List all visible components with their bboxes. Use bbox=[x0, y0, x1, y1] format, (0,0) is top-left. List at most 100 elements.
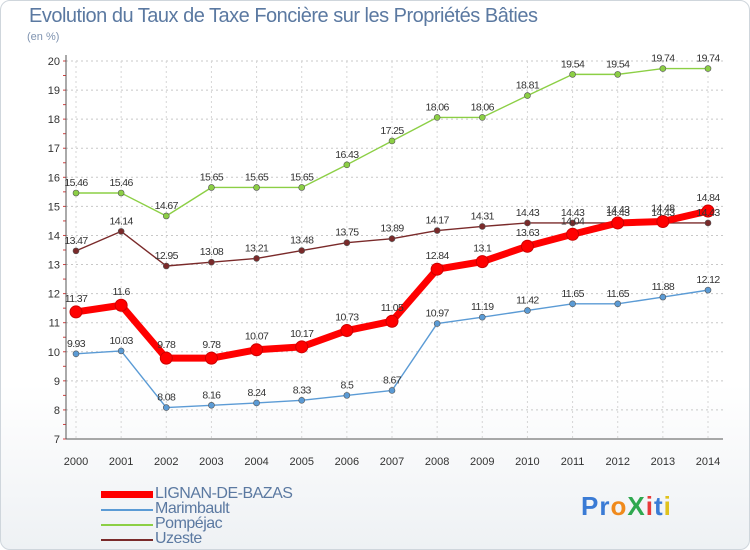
data-label: 14.43 bbox=[606, 207, 630, 219]
logo-letter: o bbox=[610, 491, 628, 521]
data-point bbox=[524, 219, 531, 227]
data-point bbox=[343, 161, 351, 169]
data-label: 19.74 bbox=[651, 53, 675, 65]
y-tick-label: 12 bbox=[48, 289, 60, 301]
data-point bbox=[704, 286, 712, 294]
data-point bbox=[520, 239, 534, 253]
x-tick-label: 2003 bbox=[199, 456, 223, 468]
legend-swatch bbox=[101, 491, 153, 498]
data-label: 11.05 bbox=[381, 302, 404, 314]
data-labels: 9.93 10.03 8.08 8.16 8.24 8.33 8.5 8.67 10.97 11.… bbox=[64, 53, 721, 404]
y-tick-label: 16 bbox=[48, 172, 60, 184]
data-point bbox=[295, 340, 309, 354]
data-label: 12.95 bbox=[155, 250, 179, 262]
x-tick-label: 2005 bbox=[289, 456, 313, 468]
data-label: 15.46 bbox=[64, 177, 88, 189]
data-label: 14.14 bbox=[110, 215, 134, 227]
data-point bbox=[433, 227, 441, 234]
data-label: 14.48 bbox=[651, 203, 675, 215]
series-lignan-de-bazas bbox=[69, 204, 715, 365]
data-point bbox=[159, 351, 173, 365]
data-point bbox=[114, 298, 128, 312]
data-point bbox=[385, 314, 399, 328]
data-point bbox=[704, 219, 712, 227]
data-label: 11.42 bbox=[516, 294, 539, 306]
data-point bbox=[475, 255, 489, 269]
data-label: 14.43 bbox=[651, 207, 675, 219]
data-point bbox=[208, 258, 215, 266]
data-label: 10.07 bbox=[245, 331, 269, 343]
grid bbox=[66, 60, 723, 440]
logo-letter: X bbox=[627, 491, 646, 521]
data-label: 13.75 bbox=[335, 227, 359, 239]
data-label: 12.84 bbox=[426, 250, 450, 262]
data-point bbox=[162, 404, 170, 411]
data-point bbox=[72, 189, 80, 197]
data-point bbox=[388, 387, 396, 394]
x-tick-label: 2014 bbox=[696, 456, 720, 468]
data-point bbox=[566, 227, 580, 241]
data-label: 11.19 bbox=[471, 301, 494, 313]
logo-letter: i bbox=[663, 491, 672, 521]
data-point bbox=[388, 137, 396, 145]
data-label: 14.43 bbox=[561, 207, 585, 219]
data-point bbox=[524, 92, 531, 99]
data-label: 13.47 bbox=[64, 235, 88, 247]
data-label: 8.33 bbox=[293, 384, 312, 396]
data-label: 9.78 bbox=[157, 339, 176, 351]
data-point bbox=[478, 223, 486, 230]
x-tick-label: 2004 bbox=[244, 456, 268, 468]
data-point bbox=[72, 350, 80, 358]
data-label: 15.46 bbox=[110, 177, 134, 189]
y-tick-label: 19 bbox=[48, 85, 60, 97]
data-label: 13.21 bbox=[245, 242, 269, 254]
y-tick-label: 17 bbox=[48, 143, 60, 155]
data-label: 8.16 bbox=[202, 389, 221, 401]
axes: 7 8 9 10 11 12 13 14 15 16 17 18 19 20 2000 2001 2002 200… bbox=[48, 55, 723, 468]
data-point bbox=[340, 324, 354, 338]
data-point bbox=[208, 401, 215, 409]
legend-swatch bbox=[101, 539, 153, 541]
data-label: 10.03 bbox=[110, 335, 134, 347]
data-label: 13.89 bbox=[380, 223, 404, 235]
data-label: 11.88 bbox=[652, 281, 675, 293]
data-label: 14.43 bbox=[696, 207, 720, 219]
data-point bbox=[204, 351, 218, 365]
data-point bbox=[569, 219, 576, 227]
y-tick-label: 11 bbox=[49, 318, 60, 330]
data-point bbox=[614, 71, 622, 78]
data-label: 19.54 bbox=[561, 58, 585, 70]
data-point bbox=[117, 228, 125, 235]
y-tick-label: 10 bbox=[48, 347, 60, 359]
logo-letter: r bbox=[599, 491, 611, 521]
data-point bbox=[656, 215, 670, 229]
data-point bbox=[569, 71, 576, 78]
x-tick-label: 2006 bbox=[335, 456, 359, 468]
legend-label: LIGNAN-DE-BAZAS bbox=[155, 485, 293, 502]
legend-label: Uzeste bbox=[155, 530, 202, 547]
data-label: 8.24 bbox=[248, 387, 267, 399]
data-label: 9.93 bbox=[67, 338, 86, 350]
data-label: 19.54 bbox=[606, 58, 630, 70]
y-tick-label: 20 bbox=[48, 56, 60, 68]
x-tick-label: 2013 bbox=[651, 456, 675, 468]
data-point bbox=[69, 305, 83, 319]
x-tick-label: 2007 bbox=[380, 456, 404, 468]
logo-letter: t bbox=[653, 491, 664, 521]
data-label: 12.12 bbox=[696, 274, 720, 286]
data-point bbox=[253, 399, 260, 407]
logo-letter: P bbox=[581, 491, 600, 521]
data-point bbox=[253, 184, 260, 191]
proxiti-logo[interactable]: ProXiti bbox=[581, 491, 672, 522]
data-label: 10.17 bbox=[290, 328, 314, 340]
data-point bbox=[253, 255, 260, 262]
x-tick-label: 2010 bbox=[515, 456, 539, 468]
series-layer bbox=[69, 65, 715, 411]
y-tick-label: 18 bbox=[48, 114, 60, 126]
data-point bbox=[478, 114, 486, 121]
data-point bbox=[117, 347, 125, 355]
data-label: 14.84 bbox=[696, 192, 720, 204]
data-label: 17.25 bbox=[380, 125, 404, 137]
data-label: 14.04 bbox=[561, 215, 585, 227]
